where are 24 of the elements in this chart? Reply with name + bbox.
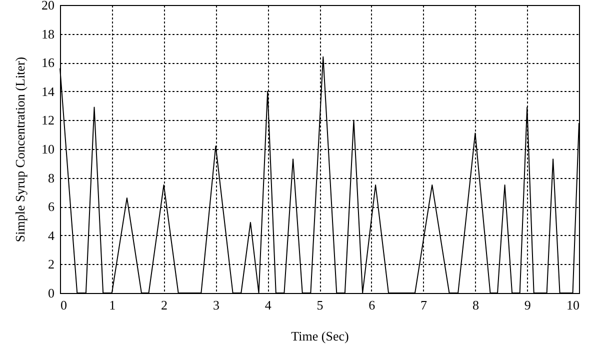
x-tick-label: 6 [368, 298, 376, 312]
y-tick-label: 14 [42, 84, 55, 99]
x-axis-title: Time (Sec) [291, 328, 349, 344]
x-tick-label: 9 [524, 298, 531, 312]
x-tick-label: 8 [472, 298, 479, 312]
y-tick-label: 8 [48, 170, 54, 186]
y-tick-label: 16 [42, 55, 55, 70]
y-tick-label: 12 [42, 112, 54, 128]
y-tick-label: 6 [48, 199, 55, 214]
x-tick-label: 2 [161, 298, 168, 312]
y-tick-label: 4 [48, 228, 55, 243]
x-tick-label: 0 [60, 298, 67, 312]
y-tick-label: 18 [42, 26, 54, 42]
x-tick-label: 1 [109, 298, 116, 312]
y-tick-label: 20 [42, 0, 54, 12]
x-tick-label: 10 [566, 298, 580, 312]
x-tick-label: 4 [264, 298, 272, 312]
x-tick-label: 7 [420, 298, 428, 312]
x-tick-label: 3 [212, 298, 220, 312]
y-tick-label: 0 [48, 286, 54, 300]
y-tick-label: 2 [48, 256, 54, 272]
x-tick-label: 5 [316, 298, 324, 312]
y-tick-label: 10 [42, 142, 54, 156]
y-axis-title: Simple Syrup Concentration (Liter) [12, 56, 28, 242]
